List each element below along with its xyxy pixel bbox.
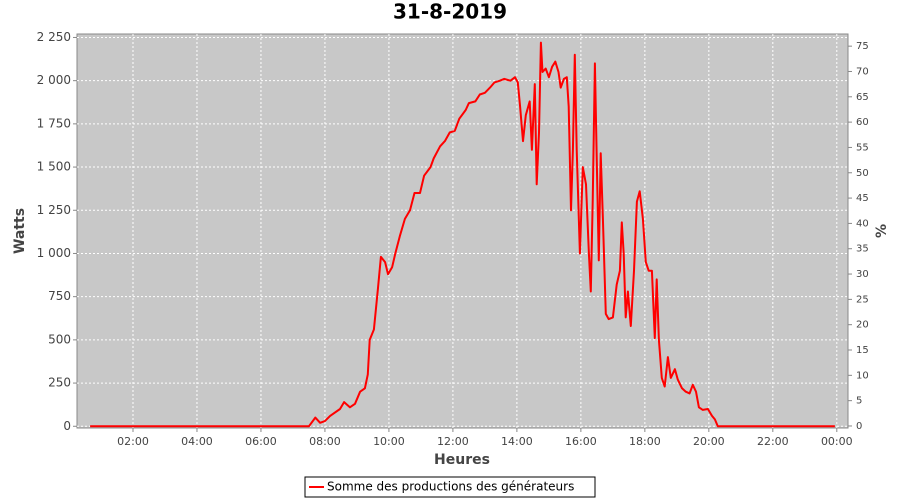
x-tick-label: 04:00	[181, 435, 213, 448]
y2-tick-label: 70	[856, 66, 869, 77]
chart-title: 31-8-2019	[393, 0, 507, 24]
y2-tick-label: 0	[856, 421, 862, 432]
y2-tick-label: 55	[856, 142, 869, 153]
y-tick-label: 1 000	[37, 246, 71, 260]
y-tick-label: 1 250	[37, 203, 71, 217]
y-tick-label: 2 000	[37, 73, 71, 87]
y-tick-label: 1 750	[37, 116, 71, 130]
x-tick-label: 06:00	[245, 435, 277, 448]
x-tick-label: 20:00	[693, 435, 725, 448]
y2-tick-label: 50	[856, 168, 869, 179]
x-tick-label: 00:00	[821, 435, 853, 448]
y2-tick-label: 10	[856, 370, 869, 381]
x-tick-label: 02:00	[117, 435, 149, 448]
y2-tick-label: 40	[856, 218, 869, 229]
y2-tick-label: 60	[856, 117, 869, 128]
legend-box	[304, 476, 596, 498]
x-tick-label: 12:00	[437, 435, 469, 448]
x-tick-label: 16:00	[565, 435, 597, 448]
y2-tick-label: 25	[856, 294, 869, 305]
x-tick-label: 08:00	[309, 435, 341, 448]
x-tick-label: 14:00	[501, 435, 533, 448]
y2-tick-label: 20	[856, 320, 869, 331]
x-tick-label: 10:00	[373, 435, 405, 448]
y-tick-label: 2 250	[37, 30, 71, 44]
y2-tick-label: 35	[856, 244, 869, 255]
y2-tick-label: 15	[856, 345, 869, 356]
y2-tick-label: 65	[856, 92, 869, 103]
y-tick-label: 1 500	[37, 160, 71, 174]
y-tick-label: 0	[63, 419, 71, 433]
y2-tick-label: 75	[856, 41, 869, 52]
x-tick-label: 22:00	[757, 435, 789, 448]
plot-area	[76, 33, 849, 429]
y2-tick-label: 5	[856, 396, 862, 407]
x-axis-label: Heures	[434, 452, 490, 468]
y-tick-label: 750	[48, 289, 71, 303]
y2-axis-label: %	[874, 224, 890, 238]
y-axis-label: Watts	[12, 208, 28, 254]
y2-tick-label: 45	[856, 193, 869, 204]
y-tick-label: 250	[48, 376, 71, 390]
y2-tick-label: 30	[856, 269, 869, 280]
x-tick-label: 18:00	[629, 435, 661, 448]
series-line	[90, 41, 835, 428]
y-tick-label: 500	[48, 332, 71, 346]
legend-label: Somme des productions des générateurs	[327, 480, 574, 494]
